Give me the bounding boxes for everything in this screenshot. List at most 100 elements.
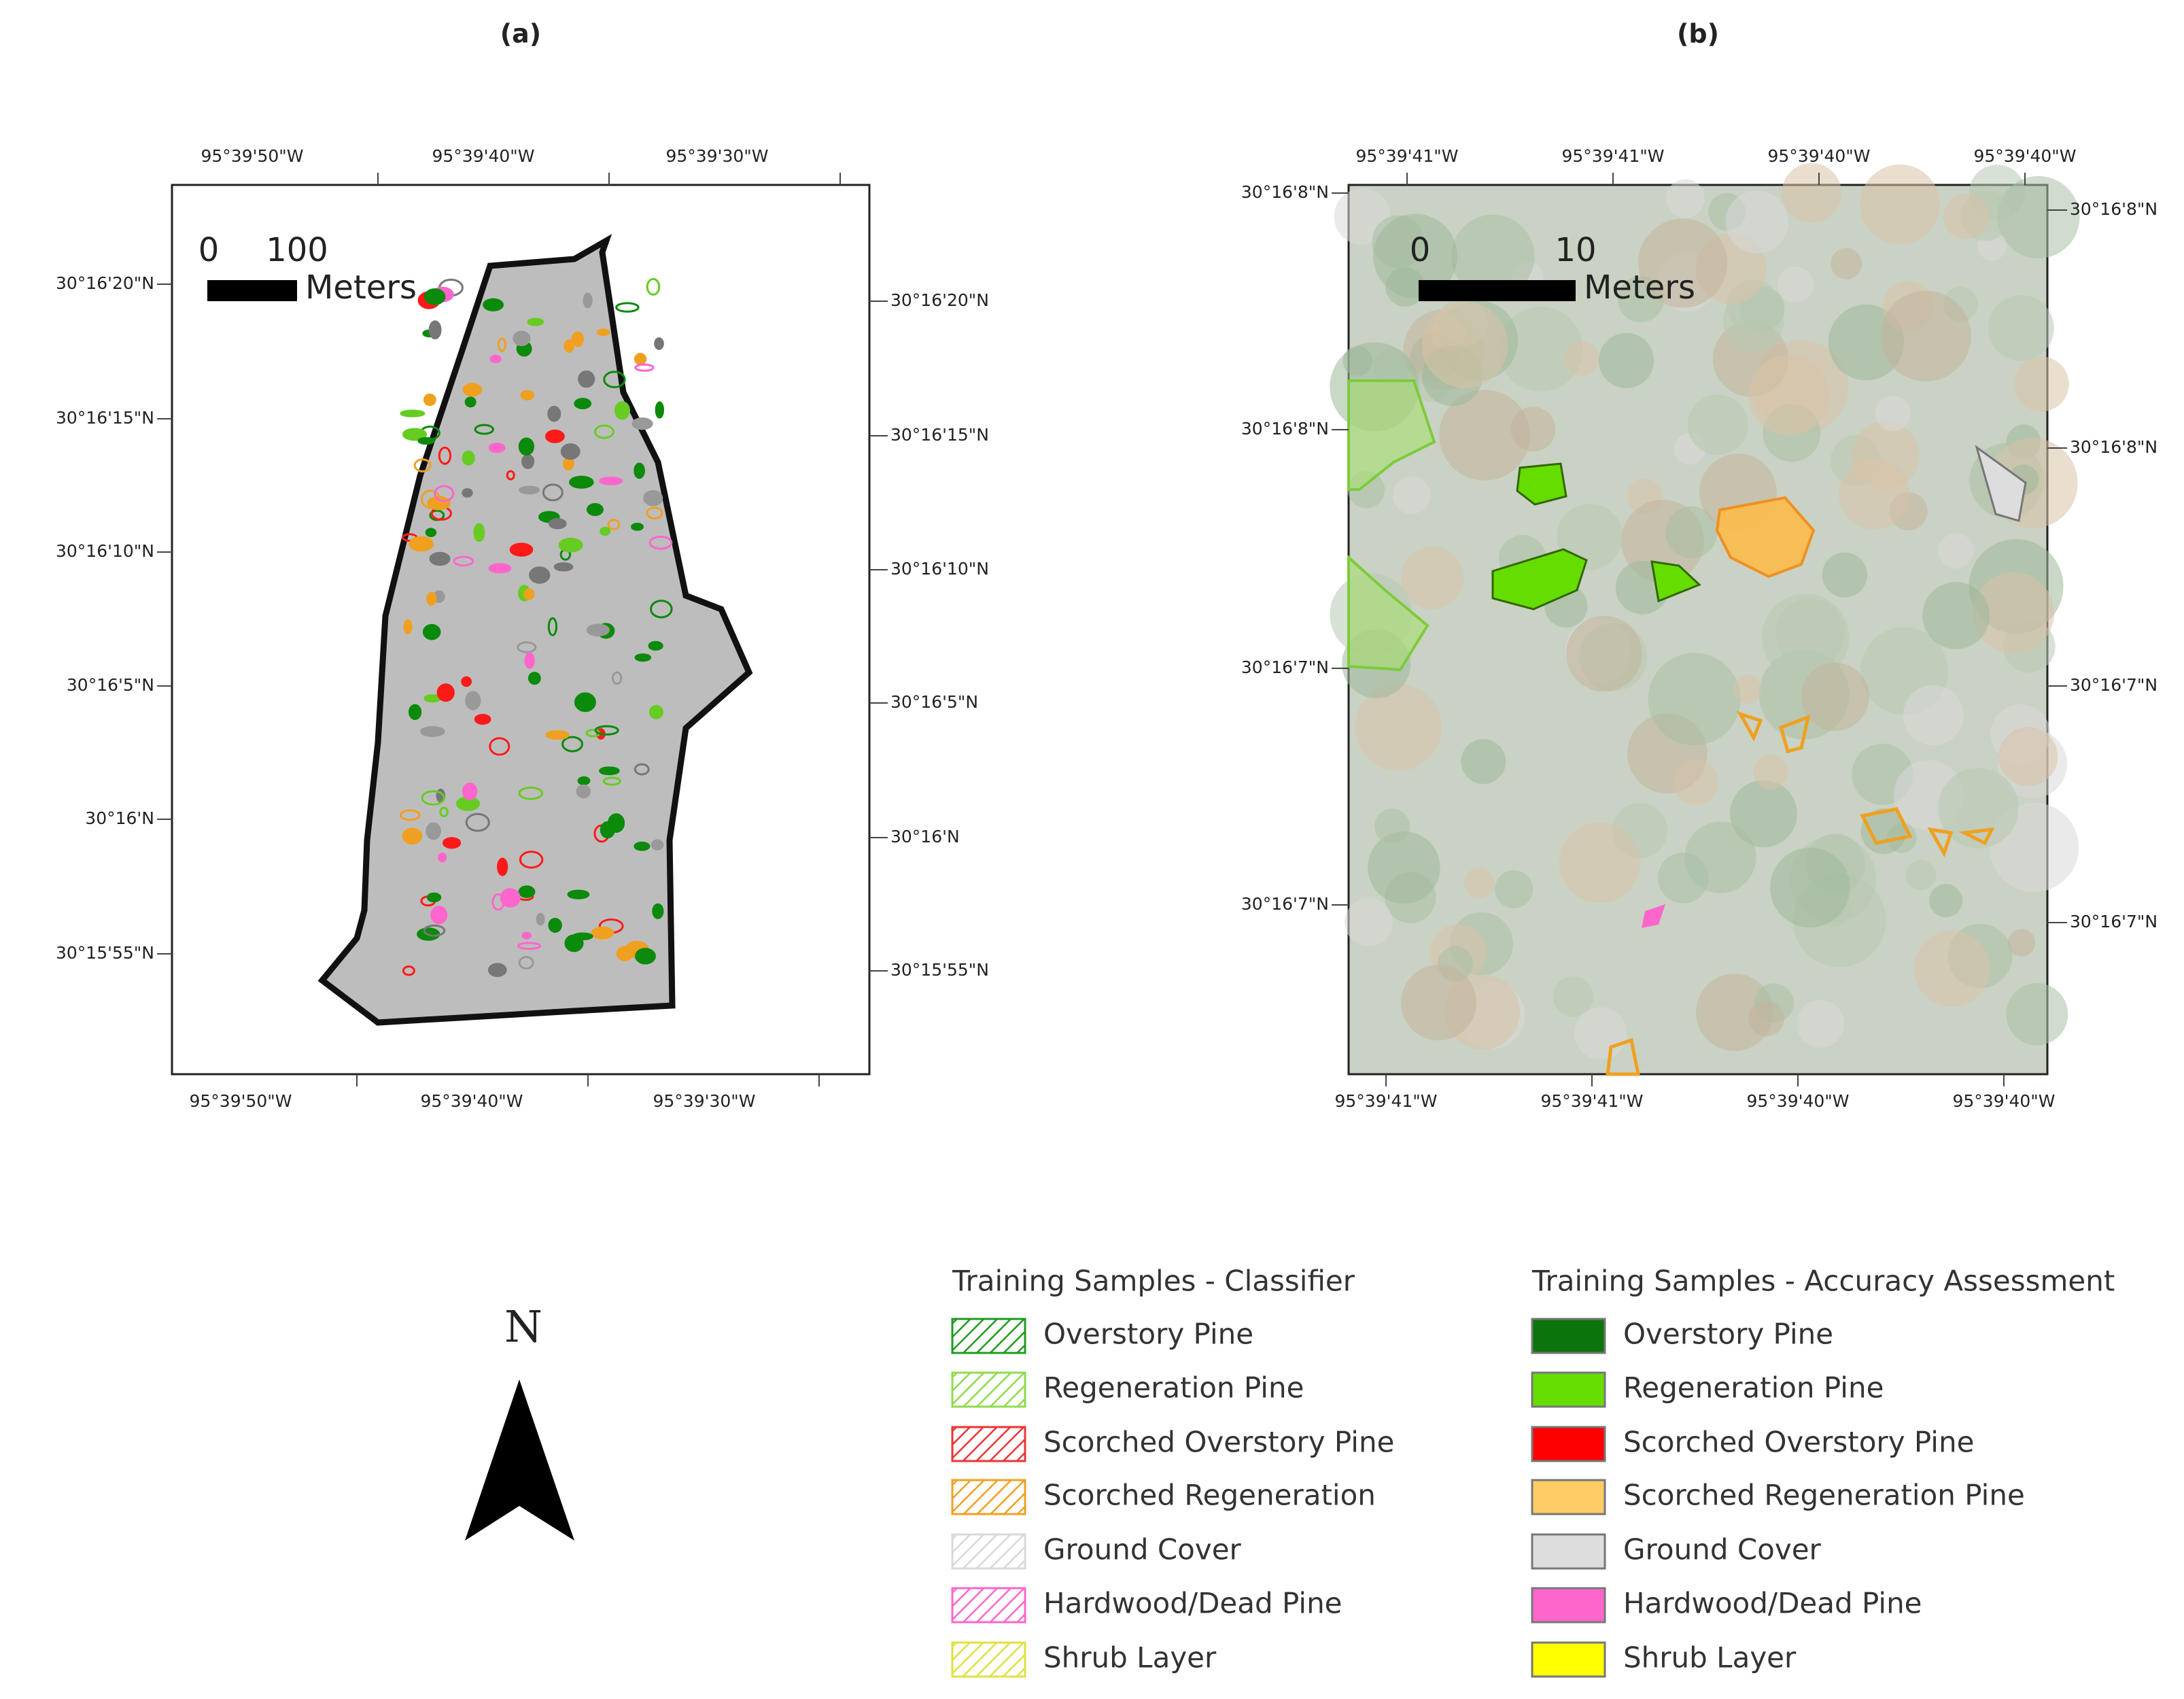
scale-end: 10 — [1555, 231, 1596, 269]
legend-label: Scorched Overstory Pine — [1043, 1426, 1394, 1459]
canopy — [2006, 983, 2068, 1046]
legend-label: Hardwood/Dead Pine — [1043, 1587, 1342, 1620]
sample-blob — [465, 691, 481, 710]
canopy — [1801, 662, 1869, 731]
sample-blob — [652, 903, 664, 919]
sample-blob — [615, 302, 640, 313]
scale-bar — [1419, 280, 1576, 301]
sample-polygon — [1715, 496, 1816, 579]
sample-blob — [518, 956, 534, 970]
sample-blob — [420, 726, 445, 737]
canopy — [1673, 760, 1718, 805]
sample-blob — [634, 841, 651, 851]
longitude-label: 95°39'40"W — [1767, 146, 1870, 166]
latitude-label: 30°16'15"N — [56, 408, 154, 428]
legend-swatch — [1531, 1479, 1606, 1515]
longitude-label: 95°39'41"W — [1561, 146, 1664, 166]
latitude-label: 30°16'7"N — [2070, 675, 2157, 695]
sample-blob — [426, 591, 437, 606]
longitude-label: 95°39'40"W — [1952, 1091, 2055, 1111]
sample-blob — [527, 318, 544, 326]
sample-blob — [513, 330, 531, 347]
sample-polygon — [1347, 379, 1436, 491]
sample-blob — [461, 676, 472, 687]
canopy — [2007, 929, 2036, 957]
sample-blob — [402, 965, 415, 976]
sample-blob — [558, 537, 583, 553]
sample-blob — [473, 523, 485, 543]
legend-swatch — [951, 1371, 1026, 1408]
canopy — [1373, 213, 1457, 298]
canopy — [1839, 458, 1910, 530]
sample-blob — [549, 518, 567, 530]
sample-blob — [422, 623, 441, 640]
canopy — [1988, 295, 2054, 361]
latitude-label: 30°16'10"N — [56, 541, 154, 561]
sample-polygon — [1650, 560, 1701, 603]
canopy — [1748, 1000, 1784, 1037]
canopy — [1938, 768, 2019, 848]
sample-blob — [560, 443, 580, 460]
sample-polygon — [1860, 807, 1913, 845]
legend-label: Hardwood/Dead Pine — [1623, 1587, 1922, 1620]
latitude-label: 30°16'7"N — [2070, 912, 2157, 931]
legend-label: Scorched Regeneration — [1043, 1479, 1376, 1512]
canopy — [1775, 598, 1845, 668]
sample-blob — [489, 354, 502, 364]
canopy — [1510, 407, 1556, 452]
sample-blob — [434, 485, 455, 502]
panel-label: (b) — [1677, 19, 1719, 49]
scale-unit: Meters — [305, 269, 417, 307]
longitude-label: 95°39'50"W — [201, 146, 303, 166]
sample-blob — [635, 948, 656, 965]
latitude-label: 30°16'8"N — [1241, 419, 1329, 439]
sample-blob — [439, 806, 449, 818]
sample-blob — [403, 619, 413, 634]
longitude-label: 95°39'41"W — [1355, 146, 1458, 166]
canopy — [1938, 533, 1974, 569]
sample-blob — [571, 331, 585, 347]
sample-blob — [574, 398, 592, 409]
latitude-label: 30°16'20"N — [56, 273, 154, 293]
sample-blob — [489, 737, 510, 756]
legend-swatch — [1531, 1426, 1606, 1462]
legend-swatch — [951, 1533, 1026, 1570]
sample-blob — [524, 652, 535, 669]
sample-blob — [547, 617, 558, 636]
sample-blob — [651, 839, 664, 851]
sample-blob — [474, 713, 491, 725]
canopy — [1914, 930, 1990, 1007]
sample-blob — [521, 453, 535, 469]
sample-blob — [462, 783, 478, 801]
north-arrow — [465, 1379, 574, 1541]
canopy — [1421, 301, 1508, 388]
sample-blob — [519, 485, 540, 495]
legend-swatch — [1531, 1371, 1606, 1408]
sample-blob — [428, 320, 442, 340]
longitude-label: 95°39'40"W — [420, 1091, 523, 1111]
sample-blob — [521, 931, 532, 940]
sample-polygon — [1642, 904, 1665, 928]
sample-blob — [453, 555, 474, 567]
sample-blob — [423, 924, 446, 937]
sample-blob — [548, 918, 562, 933]
sample-blob — [443, 837, 462, 849]
latitude-label: 30°16'20"N — [890, 290, 989, 310]
sample-blob — [413, 458, 432, 473]
legend-swatch — [951, 1318, 1026, 1354]
sample-blob — [553, 562, 574, 572]
canopy — [1687, 394, 1748, 456]
sample-blob — [518, 885, 536, 898]
canopy — [1553, 976, 1594, 1017]
canopy — [2013, 356, 2069, 412]
sample-blob — [438, 446, 452, 465]
latitude-label: 30°16'7"N — [1241, 657, 1329, 677]
sample-blob — [631, 522, 644, 531]
sample-blob — [518, 787, 544, 800]
canopy — [1733, 674, 1762, 704]
canopy — [1564, 341, 1599, 377]
canopy — [1495, 870, 1533, 908]
sample-blob — [634, 363, 655, 372]
legend-label: Ground Cover — [1043, 1533, 1242, 1566]
legend-swatch — [951, 1479, 1026, 1515]
